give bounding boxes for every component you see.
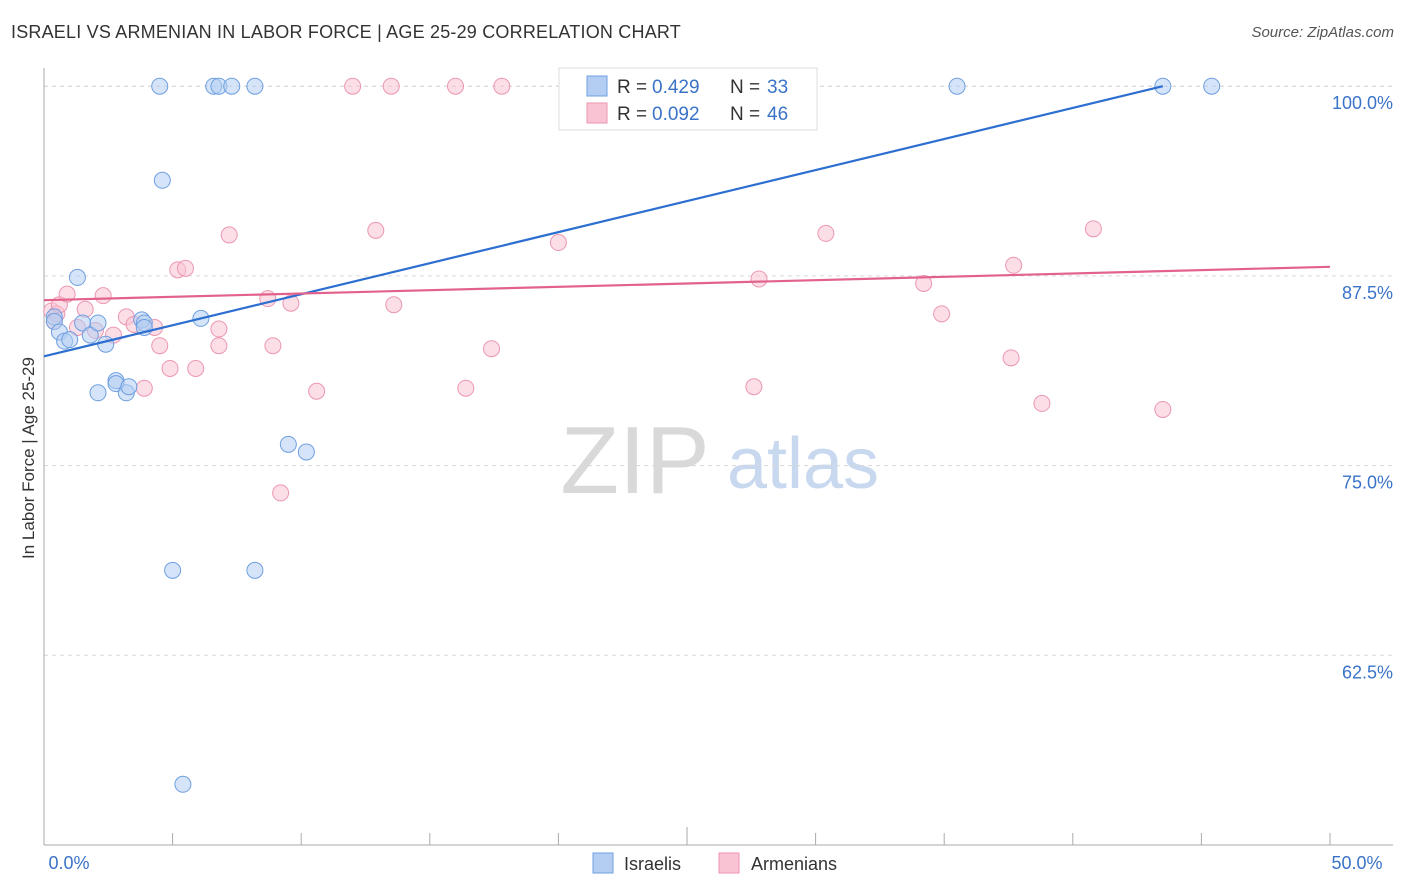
watermark-zip: ZIP	[560, 407, 709, 514]
israelis-point	[948, 77, 966, 95]
chart-title: ISRAELI VS ARMENIAN IN LABOR FORCE | AGE…	[11, 22, 681, 42]
armenians-point	[210, 337, 228, 355]
israelis-points	[45, 77, 1221, 793]
armenians-point	[933, 305, 951, 323]
watermark-atlas: atlas	[727, 424, 879, 504]
armenians-point	[447, 77, 465, 95]
israelis-point	[279, 435, 297, 453]
armenians-point	[750, 270, 768, 288]
y-axis-label: In Labor Force | Age 25-29	[19, 357, 38, 559]
israelis-n-label: N =	[730, 77, 760, 98]
israelis-r-value: 0.429	[652, 77, 700, 98]
armenians-point	[210, 320, 228, 338]
y-tick-label: 62.5%	[1342, 662, 1393, 682]
armenians-point	[220, 226, 238, 244]
israelis-point	[223, 77, 241, 95]
armenians-point	[457, 379, 475, 397]
israelis-n-value: 33	[767, 77, 788, 98]
armenians-point	[272, 484, 290, 502]
armenians-point	[344, 77, 362, 95]
y-tick-labels: 62.5% 75.0% 87.5% 100.0%	[1332, 93, 1393, 682]
y-tick-label: 87.5%	[1342, 283, 1393, 303]
israelis-point	[1203, 77, 1221, 95]
israelis-point	[246, 77, 264, 95]
armenians-point	[1005, 256, 1023, 274]
axes	[43, 68, 1393, 846]
armenians-point	[549, 234, 567, 252]
armenians-point	[915, 274, 933, 292]
stats-legend: R = 0.429 N = 33 R = 0.092 N = 46	[558, 67, 818, 131]
series-legend: Israelis Armenians	[592, 852, 837, 874]
armenians-point	[264, 337, 282, 355]
legend-armenians-label: Armenians	[751, 854, 837, 874]
armenians-point	[493, 77, 511, 95]
armenians-point	[1002, 349, 1020, 367]
trend-lines	[43, 85, 1331, 358]
israelis-point	[89, 384, 107, 402]
legend-israelis-swatch	[592, 852, 614, 874]
israelis-trend-line	[43, 85, 1164, 358]
israelis-point	[246, 561, 264, 579]
israelis-point	[89, 314, 107, 332]
legend-armenians-swatch	[718, 852, 740, 874]
armenians-point	[176, 259, 194, 277]
legend-israelis-label: Israelis	[624, 854, 681, 874]
israelis-r-label: R =	[617, 77, 647, 98]
x-ticks	[43, 827, 1331, 845]
y-tick-label: 75.0%	[1342, 473, 1393, 493]
x-tick-label-max: 50.0%	[1331, 853, 1382, 873]
armenians-point	[367, 221, 385, 239]
gridlines	[44, 85, 1393, 656]
armenians-point	[483, 340, 501, 358]
armenians-point	[817, 224, 835, 242]
armenians-point	[282, 294, 300, 312]
armenians-point	[1154, 400, 1172, 418]
x-tick-label-min: 0.0%	[48, 853, 89, 873]
israelis-point	[151, 77, 169, 95]
source-credit: Source: ZipAtlas.com	[1251, 24, 1394, 41]
israelis-point	[297, 443, 315, 461]
armenians-point	[161, 359, 179, 377]
israelis-legend-swatch	[586, 75, 608, 97]
armenians-r-value: 0.092	[652, 104, 700, 125]
armenians-r-label: R =	[617, 104, 647, 125]
armenians-point	[1033, 394, 1051, 412]
armenians-legend-swatch	[586, 102, 608, 124]
israelis-point	[174, 775, 192, 793]
y-tick-label: 100.0%	[1332, 93, 1393, 113]
armenians-point	[187, 359, 205, 377]
armenians-n-value: 46	[767, 104, 788, 125]
armenians-point	[58, 285, 76, 303]
armenians-point	[382, 77, 400, 95]
armenians-point	[94, 287, 112, 305]
armenians-n-label: N =	[730, 104, 760, 125]
armenians-trend-line	[43, 265, 1331, 302]
israelis-point	[61, 331, 79, 349]
armenians-point	[745, 378, 763, 396]
israelis-point	[164, 561, 182, 579]
israelis-point	[81, 326, 99, 344]
armenians-point	[385, 296, 403, 314]
armenians-point	[308, 382, 326, 400]
armenians-point	[1084, 220, 1102, 238]
israelis-point	[97, 335, 115, 353]
armenians-point	[135, 379, 153, 397]
armenians-point	[151, 337, 169, 355]
israelis-point	[120, 378, 138, 396]
israelis-point	[68, 268, 86, 286]
israelis-point	[153, 171, 171, 189]
